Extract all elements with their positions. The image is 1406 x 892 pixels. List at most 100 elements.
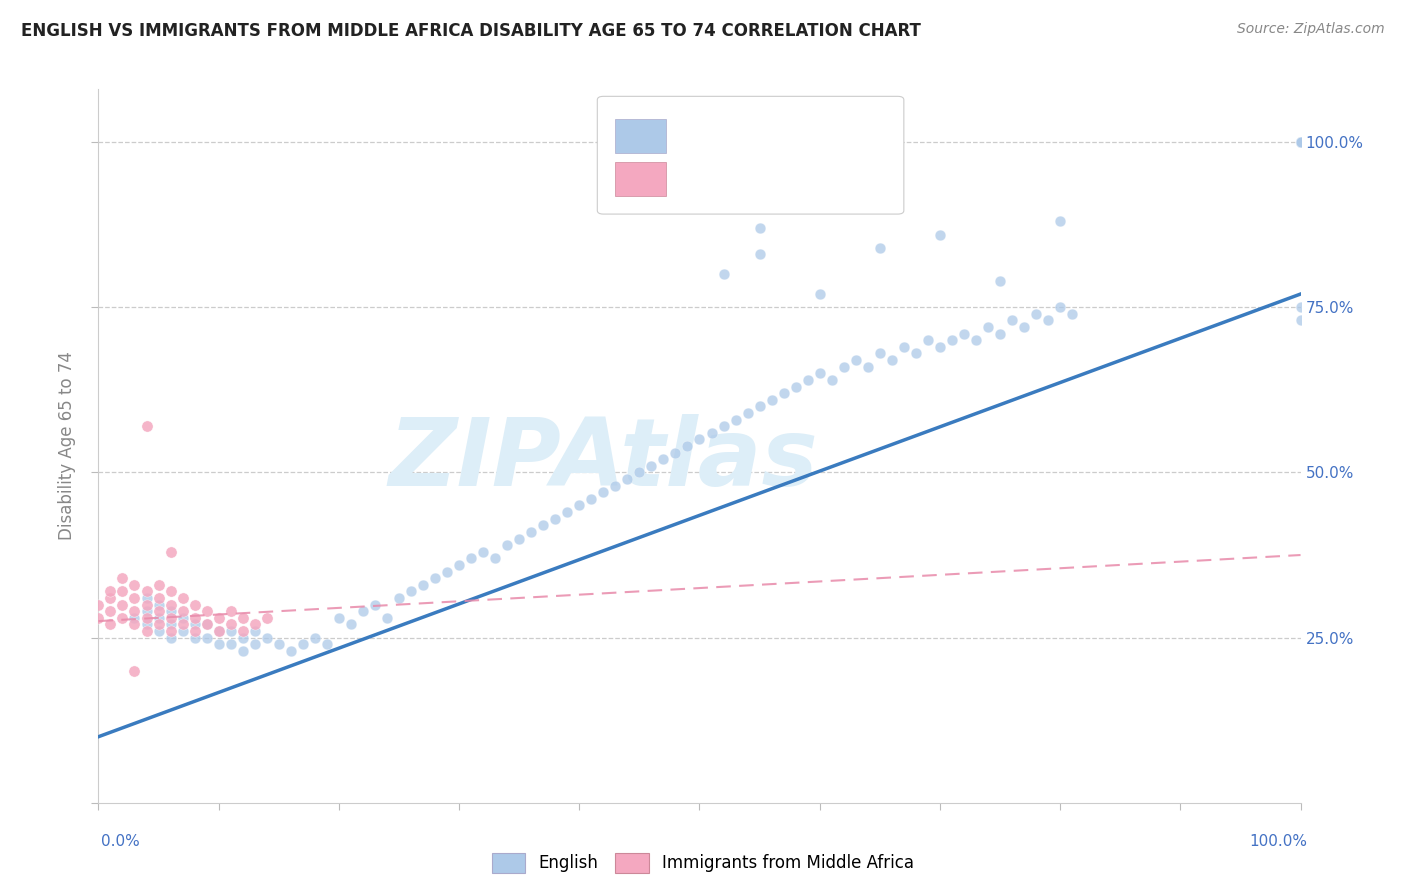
Point [87, 598, 110, 612]
Point [159, 631, 181, 645]
Point [1289, 135, 1312, 149]
Point [159, 611, 181, 625]
Point [1036, 313, 1059, 327]
Point [1289, 135, 1312, 149]
Point [652, 452, 675, 467]
Point [856, 359, 879, 374]
Point [713, 267, 735, 281]
Point [1289, 135, 1312, 149]
Point [737, 406, 759, 420]
Point [232, 611, 254, 625]
Point [256, 631, 278, 645]
Point [100, 584, 122, 599]
Y-axis label: Disability Age 65 to 74: Disability Age 65 to 74 [58, 351, 76, 541]
Point [531, 518, 554, 533]
Point [135, 611, 157, 625]
Point [1289, 135, 1312, 149]
Point [111, 611, 134, 625]
Point [232, 644, 254, 658]
Point [748, 221, 770, 235]
Point [219, 604, 242, 618]
Point [1289, 313, 1312, 327]
Point [928, 227, 950, 242]
Point [1289, 135, 1312, 149]
Point [148, 598, 170, 612]
Point [172, 617, 194, 632]
Point [256, 611, 278, 625]
FancyBboxPatch shape [598, 96, 904, 214]
Point [1289, 135, 1312, 149]
Point [544, 511, 567, 525]
Point [1289, 135, 1312, 149]
Point [1289, 135, 1312, 149]
Point [1289, 135, 1312, 149]
Point [1289, 135, 1312, 149]
Point [159, 598, 181, 612]
Point [1289, 135, 1312, 149]
Point [508, 532, 530, 546]
Point [1289, 135, 1312, 149]
Point [1289, 135, 1312, 149]
Point [1289, 135, 1312, 149]
Point [988, 326, 1011, 341]
Point [1289, 135, 1312, 149]
Point [869, 346, 891, 360]
Point [159, 617, 181, 632]
Point [267, 637, 290, 651]
Point [172, 591, 194, 605]
Point [1289, 135, 1312, 149]
Point [1289, 135, 1312, 149]
Point [832, 359, 855, 374]
Point [1289, 135, 1312, 149]
Point [148, 617, 170, 632]
Point [581, 491, 603, 506]
Point [183, 598, 205, 612]
Point [821, 373, 844, 387]
Point [447, 558, 470, 572]
Legend: English, Immigrants from Middle Africa: English, Immigrants from Middle Africa [485, 847, 921, 880]
Point [1289, 135, 1312, 149]
Point [148, 578, 170, 592]
Point [111, 598, 134, 612]
Point [808, 367, 831, 381]
Point [208, 624, 231, 638]
Point [700, 425, 723, 440]
Point [1289, 135, 1312, 149]
Point [592, 485, 614, 500]
Point [208, 624, 231, 638]
Point [496, 538, 519, 552]
Text: ENGLISH VS IMMIGRANTS FROM MIDDLE AFRICA DISABILITY AGE 65 TO 74 CORRELATION CHA: ENGLISH VS IMMIGRANTS FROM MIDDLE AFRICA… [21, 22, 921, 40]
Point [124, 611, 146, 625]
Point [724, 412, 747, 426]
Point [953, 326, 976, 341]
Point [904, 346, 927, 360]
Point [148, 624, 170, 638]
Point [1289, 135, 1312, 149]
Text: Source: ZipAtlas.com: Source: ZipAtlas.com [1237, 22, 1385, 37]
Point [1025, 307, 1047, 321]
Point [664, 445, 686, 459]
Point [1289, 135, 1312, 149]
Text: R = 0.676: R = 0.676 [682, 127, 765, 145]
Point [159, 545, 181, 559]
Point [748, 247, 770, 261]
Point [1289, 135, 1312, 149]
Point [219, 624, 242, 638]
Point [172, 604, 194, 618]
Point [1289, 135, 1312, 149]
Point [796, 373, 818, 387]
Point [328, 611, 350, 625]
Point [183, 631, 205, 645]
Point [941, 333, 963, 347]
Point [243, 624, 266, 638]
Point [208, 611, 231, 625]
Point [845, 353, 868, 368]
Point [869, 241, 891, 255]
Point [1289, 135, 1312, 149]
Point [555, 505, 578, 519]
Point [135, 624, 157, 638]
Point [460, 551, 482, 566]
Point [135, 584, 157, 599]
Text: R = 0.051: R = 0.051 [682, 169, 765, 187]
Point [195, 631, 218, 645]
